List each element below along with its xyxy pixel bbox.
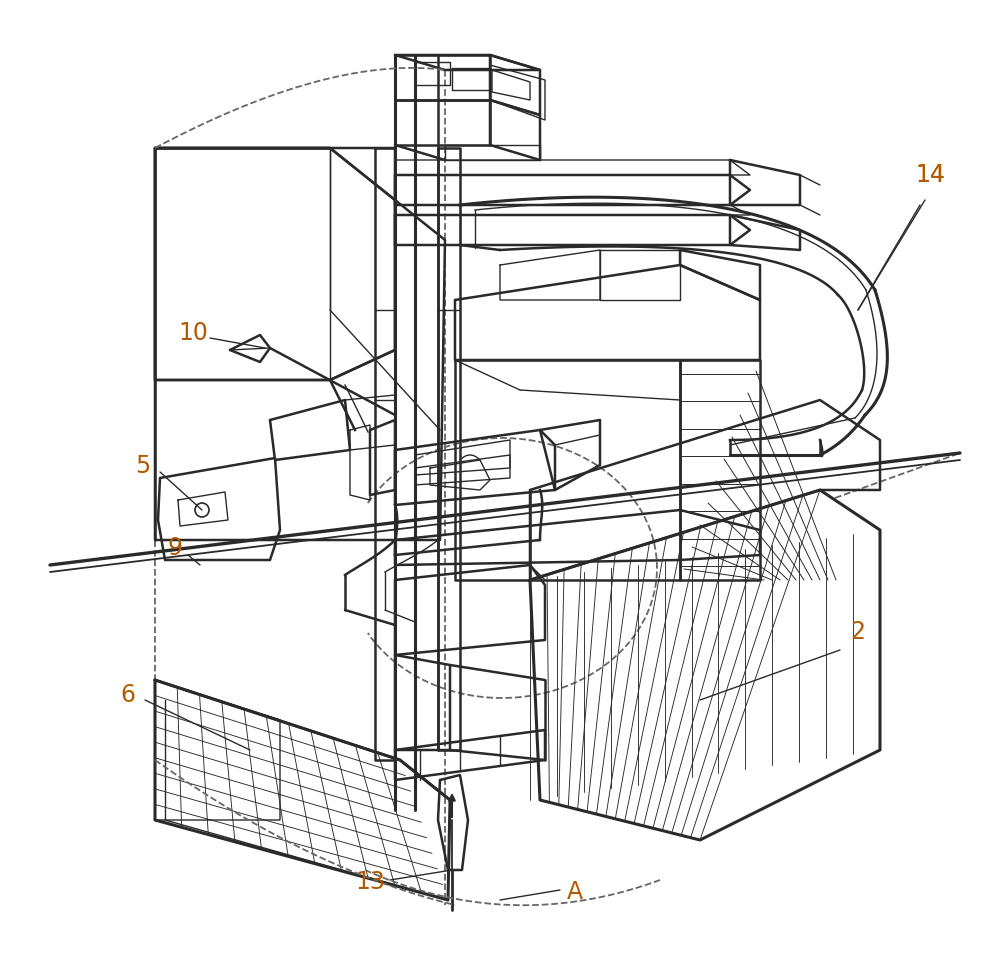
Text: A: A [567,880,583,904]
Text: 13: 13 [355,870,385,894]
Text: 10: 10 [178,321,208,345]
Text: 9: 9 [168,536,182,560]
Text: 14: 14 [915,163,945,187]
Text: 5: 5 [135,454,151,478]
Text: 6: 6 [120,683,136,707]
Text: 2: 2 [850,620,866,644]
Text: 14: 14 [915,163,945,187]
